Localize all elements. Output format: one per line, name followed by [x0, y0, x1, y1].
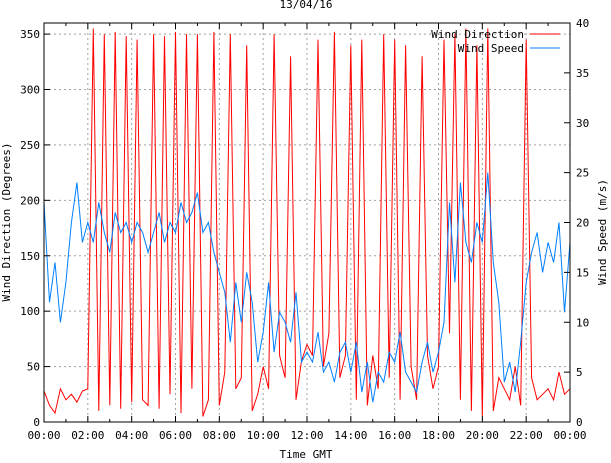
y-tick-label: 300	[20, 84, 40, 97]
x-tick-label: 22:00	[510, 429, 543, 442]
y2-tick-label: 35	[576, 67, 589, 80]
y-tick-label: 150	[20, 250, 40, 263]
chart-title: 13/04/16	[280, 0, 333, 11]
x-tick-label: 14:00	[334, 429, 367, 442]
series-line-wind-speed	[43, 172, 571, 403]
y2-tick-label: 25	[576, 167, 589, 180]
x-axis-label: Time GMT	[280, 448, 333, 459]
legend-label-wind-speed: Wind Speed	[458, 42, 524, 55]
y2-tick-label: 40	[576, 17, 589, 30]
y-tick-label: 350	[20, 28, 40, 41]
y-tick-label: 100	[20, 305, 40, 318]
x-tick-label: 02:00	[71, 429, 104, 442]
y2-tick-label: 0	[576, 416, 583, 429]
y-tick-label: 50	[27, 361, 40, 374]
y2-tick-label: 30	[576, 117, 589, 130]
grid	[44, 23, 570, 422]
y2-tick-label: 20	[576, 217, 589, 230]
y2-tick-label: 15	[576, 266, 589, 279]
y-tick-label: 200	[20, 194, 40, 207]
x-tick-label: 00:00	[27, 429, 60, 442]
y-tick-label: 0	[33, 416, 40, 429]
legend: Wind Direction Wind Speed	[431, 28, 560, 55]
y2-axis-label: Wind Speed (m/s)	[596, 179, 609, 285]
x-tick-label: 00:00	[553, 429, 586, 442]
x-tick-label: 06:00	[159, 429, 192, 442]
x-tick-label: 12:00	[290, 429, 323, 442]
y2-tick-label: 5	[576, 366, 583, 379]
x-tick-label: 04:00	[115, 429, 148, 442]
x-tick-label: 10:00	[247, 429, 280, 442]
y-axis-label: Wind Direction (Degrees)	[0, 143, 13, 302]
legend-label-wind-direction: Wind Direction	[431, 28, 524, 41]
x-tick-label: 18:00	[422, 429, 455, 442]
y2-tick-label: 10	[576, 316, 589, 329]
y-tick-label: 250	[20, 139, 40, 152]
x-tick-label: 20:00	[466, 429, 499, 442]
ticks: 00:00 02:00 04:00 06:00 08:00 10:00 12:00 14:00…	[20, 17, 589, 442]
x-tick-label: 08:00	[203, 429, 236, 442]
x-tick-label: 16:00	[378, 429, 411, 442]
